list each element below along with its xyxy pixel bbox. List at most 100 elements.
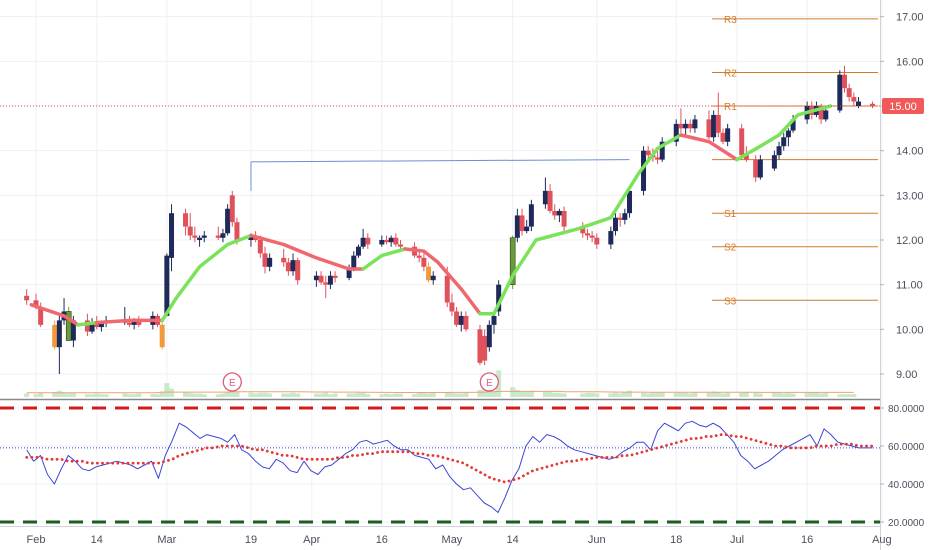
volume-bars — [24, 370, 857, 397]
candle[interactable] — [514, 208, 520, 243]
candle[interactable] — [477, 324, 483, 366]
candle[interactable] — [290, 253, 296, 276]
candle[interactable] — [846, 83, 852, 102]
candle[interactable] — [547, 184, 553, 214]
candle[interactable] — [528, 199, 534, 232]
candle[interactable] — [757, 155, 763, 180]
candle[interactable] — [556, 208, 562, 223]
candle[interactable] — [52, 320, 58, 350]
candle[interactable] — [426, 262, 432, 283]
candle[interactable] — [496, 280, 502, 316]
candle[interactable] — [285, 257, 291, 276]
candle[interactable] — [870, 101, 876, 109]
candle[interactable] — [612, 213, 618, 236]
candle[interactable] — [267, 253, 273, 272]
candle[interactable] — [785, 128, 791, 147]
candle[interactable] — [524, 219, 530, 234]
oscillator-axis[interactable]: 20.0000 40.0000 60.0000 80.0000 — [880, 404, 925, 529]
candle[interactable] — [739, 123, 745, 160]
candle[interactable] — [552, 204, 558, 220]
candle[interactable] — [65, 307, 72, 341]
candle[interactable] — [486, 320, 492, 352]
candle[interactable] — [295, 257, 301, 285]
candle[interactable] — [360, 228, 366, 249]
candle[interactable] — [711, 110, 717, 142]
candle[interactable] — [841, 65, 847, 93]
candle[interactable] — [627, 186, 633, 218]
candle[interactable] — [692, 114, 698, 133]
candle[interactable] — [673, 119, 679, 147]
candle[interactable] — [430, 271, 436, 285]
candle[interactable] — [220, 228, 226, 243]
candle[interactable] — [355, 244, 361, 258]
candle[interactable] — [655, 150, 661, 165]
candle[interactable] — [584, 228, 590, 240]
candle[interactable] — [318, 271, 324, 285]
candle[interactable] — [580, 222, 586, 238]
candle[interactable] — [159, 322, 165, 350]
candle[interactable] — [617, 213, 623, 227]
candle[interactable] — [225, 204, 231, 236]
candle[interactable] — [706, 110, 712, 140]
candle[interactable] — [365, 233, 371, 249]
candle[interactable] — [720, 128, 726, 144]
candle[interactable] — [542, 177, 548, 209]
candle[interactable] — [519, 208, 525, 236]
candle[interactable] — [561, 206, 567, 232]
candle[interactable] — [454, 307, 460, 328]
candle[interactable] — [659, 137, 665, 162]
time-axis[interactable]: Feb 14 Mar 19 Apr 16 May 14 Jun 18 Jul 16 Aug — [27, 534, 892, 546]
candle[interactable] — [215, 226, 221, 240]
candle[interactable] — [781, 132, 787, 151]
candle[interactable] — [169, 204, 175, 272]
candle[interactable] — [509, 235, 516, 290]
candle[interactable] — [589, 231, 595, 243]
candle[interactable] — [379, 235, 385, 247]
earnings-marker[interactable]: E — [222, 372, 242, 392]
candle[interactable] — [24, 289, 30, 305]
candle[interactable] — [262, 246, 268, 274]
candle[interactable] — [683, 119, 689, 136]
candle[interactable] — [641, 146, 647, 196]
candle[interactable] — [837, 70, 843, 113]
candle[interactable] — [458, 311, 464, 332]
candle[interactable] — [313, 271, 319, 287]
candle[interactable] — [332, 271, 338, 283]
candle[interactable] — [183, 208, 189, 236]
candle[interactable] — [678, 108, 684, 133]
candle[interactable] — [229, 190, 235, 227]
candle[interactable] — [608, 226, 614, 249]
candle[interactable] — [327, 271, 333, 290]
candlesticks[interactable] — [24, 65, 876, 374]
trend-line-segment[interactable] — [250, 159, 630, 163]
candle[interactable] — [753, 155, 759, 182]
candle[interactable] — [384, 235, 389, 245]
candle[interactable] — [594, 233, 600, 249]
candle[interactable] — [851, 92, 857, 106]
candle[interactable] — [725, 123, 731, 147]
candle[interactable] — [56, 315, 62, 374]
candle[interactable] — [482, 329, 488, 366]
candle[interactable] — [771, 150, 777, 171]
earnings-marker[interactable]: E — [479, 372, 499, 392]
candle[interactable] — [398, 240, 404, 249]
candle[interactable] — [776, 141, 782, 160]
candle[interactable] — [622, 208, 628, 225]
candle[interactable] — [89, 318, 95, 334]
candle[interactable] — [645, 146, 651, 160]
candle[interactable] — [393, 233, 399, 247]
candle[interactable] — [164, 253, 170, 316]
candle[interactable] — [197, 235, 203, 247]
candle[interactable] — [687, 119, 693, 133]
candle[interactable] — [715, 92, 721, 138]
candle[interactable] — [449, 293, 455, 316]
candle[interactable] — [281, 248, 287, 267]
candle[interactable] — [201, 231, 207, 243]
candle[interactable] — [187, 213, 193, 240]
candle[interactable] — [192, 226, 198, 243]
candle[interactable] — [388, 235, 394, 247]
candle[interactable] — [463, 311, 469, 332]
candle[interactable] — [323, 275, 329, 299]
candle[interactable] — [421, 253, 427, 272]
